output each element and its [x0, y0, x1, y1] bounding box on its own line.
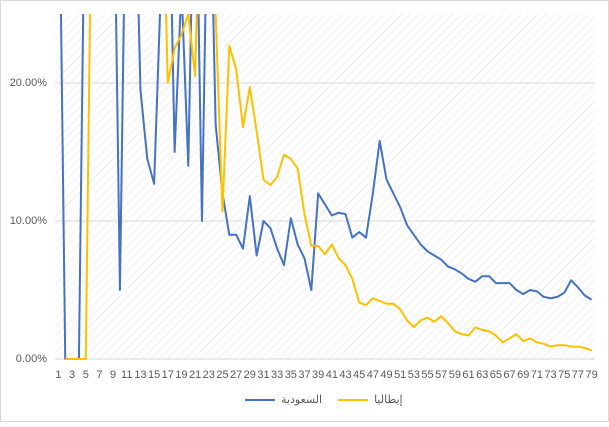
x-tick-label: 25: [216, 369, 228, 381]
x-tick-label: 13: [134, 369, 146, 381]
x-tick-label: 9: [110, 369, 116, 381]
x-tick-label: 23: [203, 369, 215, 381]
x-tick-label: 7: [96, 369, 102, 381]
x-tick-label: 41: [326, 369, 338, 381]
x-tick-label: 67: [503, 369, 515, 381]
x-tick-label: 63: [476, 369, 488, 381]
x-tick-label: 35: [285, 369, 297, 381]
x-tick-label: 1: [55, 369, 61, 381]
x-tick-label: 33: [271, 369, 283, 381]
x-tick-label: 29: [244, 369, 256, 381]
x-tick-label: 5: [83, 369, 89, 381]
x-tick-label: 15: [148, 369, 160, 381]
x-tick-label: 73: [544, 369, 556, 381]
x-tick-label: 11: [121, 369, 132, 381]
x-tick-label: 75: [558, 369, 570, 381]
x-tick-label: 27: [230, 369, 242, 381]
x-tick-label: 71: [531, 369, 543, 381]
legend-label: السعودية: [281, 394, 322, 406]
x-tick-label: 55: [421, 369, 433, 381]
x-tick-label: 61: [462, 369, 474, 381]
x-tick-label: 47: [367, 369, 379, 381]
x-tick-label: 79: [585, 369, 597, 381]
series-line: [59, 14, 593, 360]
x-tick-label: 43: [339, 369, 351, 381]
legend-label: إيطاليا: [374, 394, 403, 406]
plot-area: [55, 14, 595, 359]
x-tick-label: 37: [298, 369, 310, 381]
x-tick-label: 45: [353, 369, 365, 381]
x-tick-label: 19: [175, 369, 187, 381]
y-tick-label: 20.00%: [10, 77, 48, 89]
y-tick-label: 10.00%: [10, 215, 48, 227]
x-tick-label: 51: [394, 369, 406, 381]
x-tick-label: 31: [257, 369, 269, 381]
x-tick-label: 3: [69, 369, 75, 381]
x-tick-label: 69: [517, 369, 529, 381]
x-tick-label: 17: [162, 369, 174, 381]
x-tick-label: 53: [408, 369, 420, 381]
y-tick-label: 0.00%: [16, 353, 47, 365]
x-tick-label: 21: [189, 369, 201, 381]
x-tick-label: 65: [490, 369, 502, 381]
series-line: [65, 14, 592, 360]
x-tick-label: 59: [449, 369, 461, 381]
x-tick-label: 39: [312, 369, 324, 381]
x-tick-label: 77: [572, 369, 584, 381]
x-tick-label: 57: [435, 369, 447, 381]
x-tick-label: 49: [380, 369, 392, 381]
